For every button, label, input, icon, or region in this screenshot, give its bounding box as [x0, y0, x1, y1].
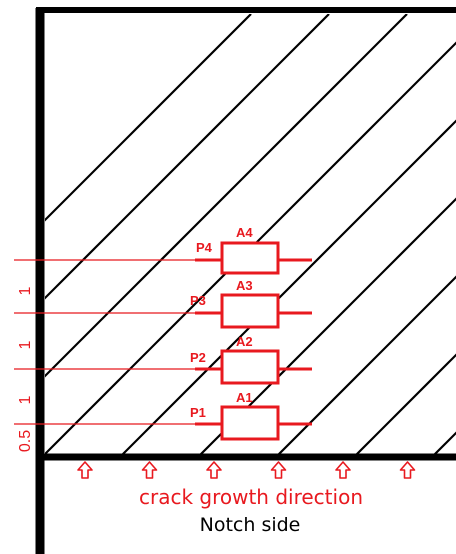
dimension-label-3: 1 [17, 395, 34, 404]
hatch-line [45, 14, 252, 222]
probe-p4-label: P4 [196, 240, 213, 255]
gauge-a3-label: A3 [236, 278, 253, 293]
hatch-line [45, 41, 456, 455]
probe-p2-label: P2 [190, 350, 206, 365]
dimension-scale: 1 1 1 0.5 [17, 286, 34, 452]
gauge-a1-box [220, 405, 280, 441]
probe-p3: P3 A3 [190, 278, 312, 329]
probe-p1-label: P1 [190, 405, 206, 420]
crack-growth-direction-label: crack growth direction [139, 485, 363, 509]
gauge-a2-label: A2 [236, 334, 253, 349]
hatch-line [433, 431, 456, 455]
up-arrow-icon [141, 461, 158, 479]
gauge-a2-box [220, 349, 280, 385]
up-arrow-icon [270, 461, 287, 479]
probe-p3-label: P3 [190, 293, 206, 308]
up-arrow-icon [399, 461, 416, 479]
gauge-a4-box [220, 241, 280, 275]
up-arrow-icon [335, 461, 351, 479]
specimen-outline [35, 7, 456, 554]
hatch-pattern [45, 14, 456, 455]
up-arrow-icon [77, 461, 93, 479]
gauge-a3-box [220, 293, 280, 329]
probe-p2: P2 A2 [190, 334, 312, 385]
crack-growth-arrows [77, 461, 416, 479]
probe-p4: P4 A4 [195, 225, 312, 275]
hatch-line [45, 14, 330, 300]
hatch-line [45, 14, 408, 378]
dimension-label-2: 1 [17, 340, 34, 349]
probe-p1: P1 A1 [190, 390, 312, 441]
hatch-line [121, 119, 456, 455]
up-arrow-icon [206, 461, 222, 479]
hatch-line [355, 353, 456, 455]
notch-side-label: Notch side [200, 514, 301, 536]
hatch-line [277, 275, 456, 455]
dimension-label-4: 0.5 [17, 430, 34, 452]
dimension-label-1: 1 [17, 286, 34, 295]
gauge-a1-label: A1 [236, 390, 253, 405]
gauge-a4-label: A4 [236, 225, 253, 240]
